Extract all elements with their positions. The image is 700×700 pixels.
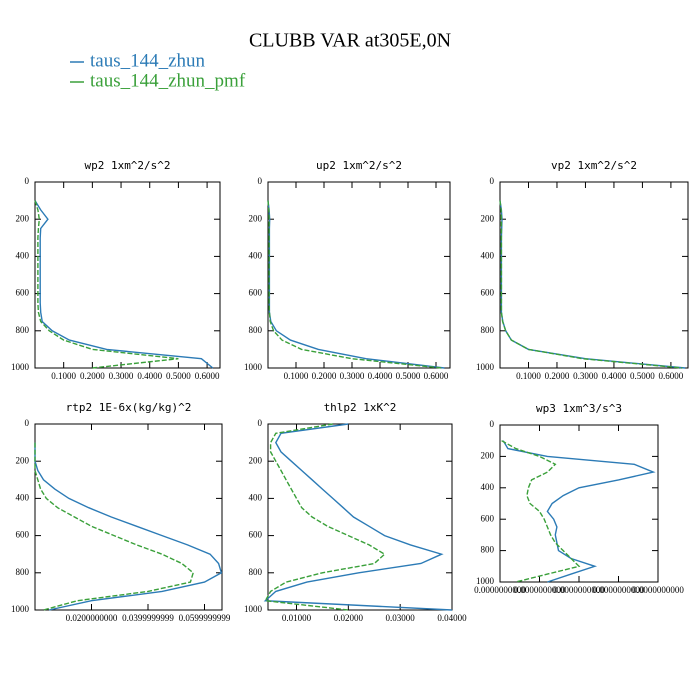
x-tick-label: 0.6000 bbox=[659, 371, 684, 381]
panel-title: wp2 1xm^2/s^2 bbox=[84, 159, 170, 172]
x-tick-label: 0.1000 bbox=[516, 371, 541, 381]
profile-line bbox=[502, 440, 656, 583]
y-tick-label: 400 bbox=[249, 250, 263, 260]
profile-line bbox=[499, 200, 686, 369]
y-tick-label: 800 bbox=[481, 325, 495, 335]
profile-line bbox=[267, 200, 442, 369]
plot-frame bbox=[34, 181, 221, 369]
x-tick-label: 0.0000000000 bbox=[553, 585, 605, 595]
x-tick-label: 0.04000 bbox=[437, 613, 467, 623]
y-tick-label: 400 bbox=[481, 250, 495, 260]
x-tick-label: 0.4000 bbox=[602, 371, 627, 381]
y-tick-label: 1000 bbox=[476, 362, 495, 372]
profile-line bbox=[263, 423, 453, 611]
x-tick-label: 0.0000000000 bbox=[632, 585, 684, 595]
x-tick-label: 0.0000000000 bbox=[593, 585, 645, 595]
x-tick-label: 0.5000 bbox=[166, 371, 191, 381]
panel-title: rtp2 1E-6x(kg/kg)^2 bbox=[66, 401, 192, 414]
y-tick-label: 600 bbox=[481, 513, 495, 523]
profile-line bbox=[267, 200, 445, 369]
x-tick-label: 0.1000 bbox=[51, 371, 76, 381]
y-tick-label: 600 bbox=[481, 288, 495, 298]
x-tick-label: 0.6000 bbox=[195, 371, 220, 381]
x-tick-label: 0.4000 bbox=[137, 371, 162, 381]
y-tick-label: 600 bbox=[249, 530, 263, 540]
y-tick-label: 0 bbox=[258, 418, 263, 428]
x-tick-label: 0.2000 bbox=[545, 371, 570, 381]
x-tick-label: 0.3000 bbox=[109, 371, 134, 381]
profile-line bbox=[264, 423, 386, 611]
x-tick-label: 0.4000 bbox=[368, 371, 393, 381]
legend-label: taus_144_zhun bbox=[90, 50, 206, 71]
x-tick-label: 0.2000 bbox=[80, 371, 105, 381]
x-tick-label: 0.3000 bbox=[573, 371, 598, 381]
profile-line bbox=[34, 200, 214, 369]
panel-title: up2 1xm^2/s^2 bbox=[316, 159, 402, 172]
plot-frame bbox=[34, 423, 223, 611]
profile-line bbox=[499, 200, 683, 369]
y-tick-label: 1000 bbox=[11, 362, 30, 372]
x-tick-label: 0.0399999999 bbox=[122, 613, 174, 623]
y-tick-label: 400 bbox=[481, 482, 495, 492]
x-tick-label: 0.01000 bbox=[282, 613, 312, 623]
profile-line bbox=[34, 442, 195, 611]
x-tick-label: 0.2000 bbox=[312, 371, 337, 381]
y-tick-label: 400 bbox=[16, 250, 30, 260]
plot-frame bbox=[499, 424, 659, 583]
x-tick-label: 0.0000000000 bbox=[474, 585, 526, 595]
y-tick-label: 200 bbox=[481, 450, 495, 460]
y-tick-label: 600 bbox=[16, 530, 30, 540]
plot-frame bbox=[267, 181, 451, 369]
panel-title: thlp2 1xK^2 bbox=[324, 401, 397, 414]
y-tick-label: 1000 bbox=[244, 362, 263, 372]
y-tick-label: 800 bbox=[16, 567, 30, 577]
y-tick-label: 600 bbox=[249, 288, 263, 298]
x-tick-label: 0.1000 bbox=[284, 371, 309, 381]
x-tick-label: 0.0000000000 bbox=[514, 585, 566, 595]
y-tick-label: 200 bbox=[481, 213, 495, 223]
y-tick-label: 600 bbox=[16, 288, 30, 298]
y-tick-label: 800 bbox=[16, 325, 30, 335]
y-tick-label: 0 bbox=[258, 176, 263, 186]
panel-title: wp3 1xm^3/s^3 bbox=[536, 402, 622, 415]
y-tick-label: 200 bbox=[249, 213, 263, 223]
x-tick-label: 0.5000 bbox=[630, 371, 655, 381]
x-tick-label: 0.03000 bbox=[386, 613, 416, 623]
y-tick-label: 400 bbox=[249, 492, 263, 502]
y-tick-label: 200 bbox=[16, 213, 30, 223]
y-tick-label: 0 bbox=[25, 418, 30, 428]
y-tick-label: 800 bbox=[481, 545, 495, 555]
y-tick-label: 800 bbox=[249, 325, 263, 335]
x-tick-label: 0.5000 bbox=[396, 371, 421, 381]
y-tick-label: 0 bbox=[25, 176, 30, 186]
y-tick-label: 1000 bbox=[244, 604, 263, 614]
x-tick-label: 0.0599999999 bbox=[179, 613, 231, 623]
x-tick-label: 0.0200000000 bbox=[66, 613, 118, 623]
plot-frame bbox=[267, 423, 453, 611]
y-tick-label: 0 bbox=[490, 419, 495, 429]
x-tick-label: 0.02000 bbox=[334, 613, 364, 623]
profile-line bbox=[501, 440, 581, 583]
x-tick-label: 0.3000 bbox=[340, 371, 365, 381]
y-tick-label: 1000 bbox=[11, 604, 30, 614]
y-tick-label: 200 bbox=[16, 455, 30, 465]
y-tick-label: 1000 bbox=[476, 576, 495, 586]
plot-frame bbox=[499, 181, 689, 369]
panel-title: vp2 1xm^2/s^2 bbox=[551, 159, 637, 172]
y-tick-label: 0 bbox=[490, 176, 495, 186]
figure-title: CLUBB VAR at305E,0N bbox=[249, 30, 451, 52]
x-tick-label: 0.6000 bbox=[424, 371, 449, 381]
profile-line bbox=[34, 442, 223, 611]
legend-label: taus_144_zhun_pmf bbox=[90, 70, 246, 91]
profile-line bbox=[34, 200, 179, 369]
y-tick-label: 800 bbox=[249, 567, 263, 577]
y-tick-label: 400 bbox=[16, 492, 30, 502]
y-tick-label: 200 bbox=[249, 455, 263, 465]
